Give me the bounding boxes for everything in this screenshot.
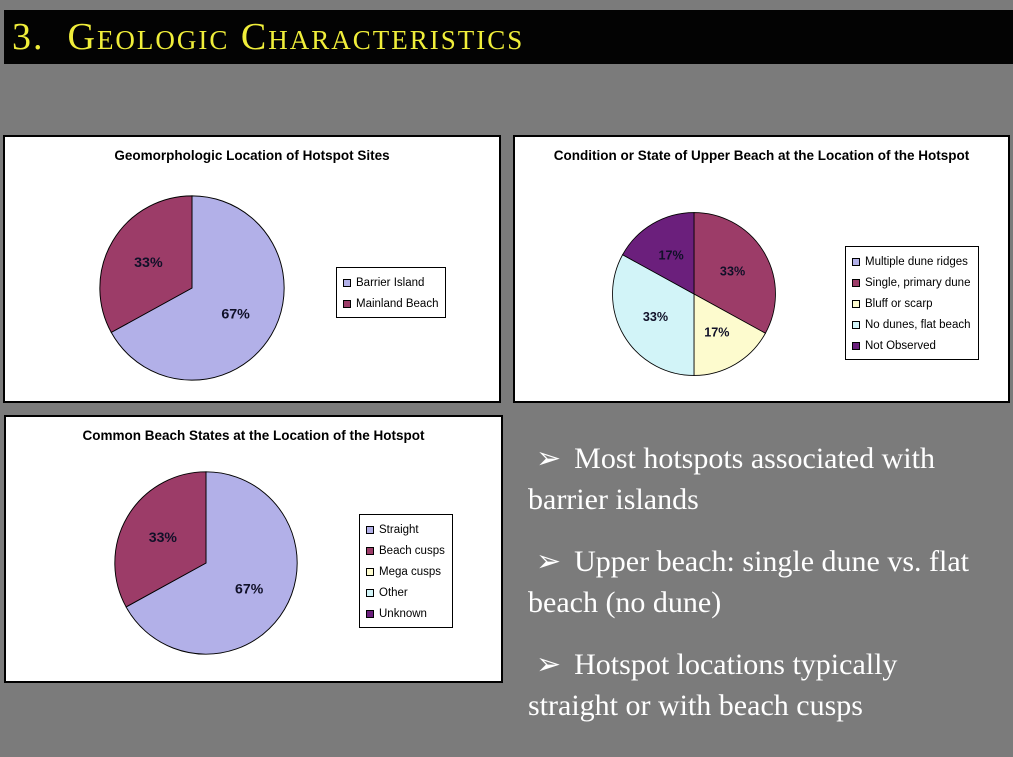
bullet-text: Upper beach: single dune vs. flat beach … xyxy=(528,545,970,619)
legend-swatch xyxy=(366,546,374,555)
legend-label: No dunes, flat beach xyxy=(865,318,971,331)
pie-slice xyxy=(110,195,285,381)
legend: Multiple dune ridges Single, primary dune… xyxy=(845,246,979,360)
bullet-list: ➢ Most hotspots associated with barrier i… xyxy=(528,438,983,747)
legend-item: Beach cusps xyxy=(366,540,445,561)
legend: Straight Beach cusps Mega cusps Other Unknow… xyxy=(359,514,453,628)
pie-slice xyxy=(114,471,207,608)
legend-item: Multiple dune ridges xyxy=(852,251,971,272)
pie-slice xyxy=(612,254,695,376)
pie-slice-label: 67% xyxy=(235,580,264,596)
pie-slice xyxy=(622,212,695,295)
legend-item: Bluff or scarp xyxy=(852,293,971,314)
pie-slice-label: 17% xyxy=(659,249,684,263)
legend-label: Unknown xyxy=(379,607,427,620)
legend-swatch xyxy=(852,341,860,350)
bullet-item: ➢ Hotspot locations typically straight or… xyxy=(528,644,983,726)
arrow-bullet-icon: ➢ xyxy=(536,648,562,681)
legend-label: Mega cusps xyxy=(379,565,442,578)
pie-slice xyxy=(693,212,776,334)
legend-label: Multiple dune ridges xyxy=(865,255,968,268)
legend-swatch xyxy=(852,320,860,329)
legend-label: Straight xyxy=(379,523,419,536)
legend-item: Mainland Beach xyxy=(343,293,438,314)
chart-panel-upper-beach-condition: Condition or State of Upper Beach at the… xyxy=(513,135,1010,403)
bullet-text: Hotspot locations typically straight or … xyxy=(528,648,898,722)
legend-swatch xyxy=(366,588,374,597)
legend-item: Single, primary dune xyxy=(852,272,971,293)
legend-swatch xyxy=(343,299,351,308)
legend-label: Mainland Beach xyxy=(356,297,439,310)
legend-label: Other xyxy=(379,586,408,599)
legend-item: Barrier Island xyxy=(343,272,438,293)
pie-slice-label: 67% xyxy=(221,307,250,323)
chart-panel-common-beach-states: Common Beach States at the Location of t… xyxy=(4,415,503,683)
legend-swatch xyxy=(852,278,860,287)
pie-chart-upper-beach-condition: 33% 17% 33% 17% xyxy=(612,212,776,376)
legend-swatch xyxy=(366,525,374,534)
legend-item: Straight xyxy=(366,519,445,540)
legend-label: Bluff or scarp xyxy=(865,297,933,310)
legend-item: No dunes, flat beach xyxy=(852,314,971,335)
legend-label: Not Observed xyxy=(865,339,936,352)
chart-panel-geomorphologic-location: Geomorphologic Location of Hotspot Sites… xyxy=(3,135,501,403)
pie-chart-common-beach-states: 67% 33% xyxy=(114,471,298,655)
legend-item: Not Observed xyxy=(852,335,971,356)
pie-slice-label: 33% xyxy=(643,310,668,324)
legend-label: Single, primary dune xyxy=(865,276,971,289)
pie-slice xyxy=(99,195,193,334)
arrow-bullet-icon: ➢ xyxy=(536,442,562,475)
pie-slice xyxy=(693,293,766,376)
slide-title: 3. Geologic Characteristics xyxy=(12,16,525,58)
legend-swatch xyxy=(366,609,374,618)
arrow-bullet-icon: ➢ xyxy=(536,545,562,578)
pie-chart-geomorphologic-location: 67% 33% xyxy=(99,195,285,381)
legend-swatch xyxy=(852,299,860,308)
legend-label: Barrier Island xyxy=(356,276,425,289)
legend-swatch xyxy=(852,257,860,266)
bullet-item: ➢ Most hotspots associated with barrier i… xyxy=(528,438,983,520)
pie-slice-label: 33% xyxy=(134,255,163,271)
chart-title: Geomorphologic Location of Hotspot Sites xyxy=(114,148,390,163)
bullet-text: Most hotspots associated with barrier is… xyxy=(528,442,935,516)
title-bar: 3. Geologic Characteristics xyxy=(4,10,1013,64)
pie-slice-label: 33% xyxy=(720,264,745,278)
legend-label: Beach cusps xyxy=(379,544,445,557)
legend-swatch xyxy=(343,278,351,287)
pie-slice xyxy=(125,471,298,655)
legend-item: Mega cusps xyxy=(366,561,445,582)
bullet-item: ➢ Upper beach: single dune vs. flat beach… xyxy=(528,541,983,623)
legend-item: Unknown xyxy=(366,603,445,624)
legend-swatch xyxy=(366,567,374,576)
pie-slice-label: 33% xyxy=(149,529,178,545)
chart-title: Common Beach States at the Location of t… xyxy=(82,428,425,443)
chart-title: Condition or State of Upper Beach at the… xyxy=(553,148,970,163)
legend: Barrier Island Mainland Beach xyxy=(336,267,447,318)
pie-slice-label: 17% xyxy=(704,326,729,340)
legend-item: Other xyxy=(366,582,445,603)
